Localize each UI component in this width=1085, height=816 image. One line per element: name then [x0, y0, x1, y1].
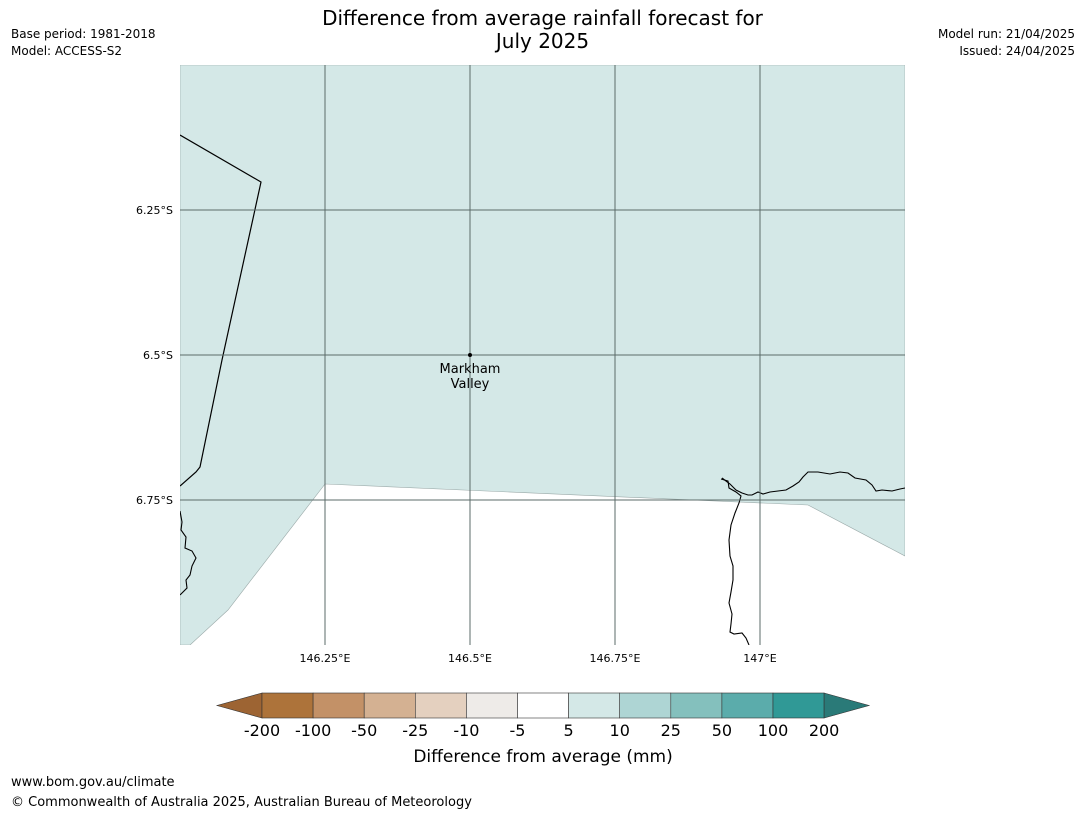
colorbar-swatch: [517, 692, 569, 719]
colorbar-tick-label: 50: [712, 721, 732, 740]
colorbar-title: Difference from average (mm): [413, 747, 672, 767]
footer-copyright: © Commonwealth of Australia 2025, Austra…: [11, 795, 472, 810]
metadata-left: Base period: 1981-2018 Model: ACCESS-S2: [11, 26, 156, 60]
coastline-west: [180, 510, 197, 596]
metadata-right: Model run: 21/04/2025 Issued: 24/04/2025: [938, 26, 1075, 60]
colorbar-tick-label: 25: [661, 721, 681, 740]
title-line-1: Difference from average rainfall forecas…: [322, 6, 763, 30]
model-name-text: Model: ACCESS-S2: [11, 44, 123, 58]
colorbar-swatch: [312, 692, 365, 719]
place-name-line-1: Markham: [440, 362, 501, 377]
issued-date-text: Issued: 24/04/2025: [959, 44, 1075, 58]
coastline-east: [721, 471, 905, 496]
colorbar-swatch: [670, 692, 723, 719]
colorbar-under-arrow: [215, 692, 263, 719]
colorbar-over-arrow: [823, 692, 871, 719]
colorbar-tick-label: 100: [758, 721, 789, 740]
colorbar: -200 -100 -50 -25 -10 -5 5 10 25 50 100 200 Differen…: [215, 692, 871, 767]
colorbar-swatch: [721, 692, 774, 719]
colorbar-tick-label: -200: [244, 721, 280, 740]
map-title: Difference from average rainfall forecas…: [0, 7, 1085, 53]
map-panel: [180, 65, 905, 645]
colorbar-swatch: [261, 692, 314, 719]
colorbar-swatch: [466, 692, 518, 719]
base-period-text: Base period: 1981-2018: [11, 27, 156, 41]
river-line: [720, 478, 750, 645]
longitude-tick-label: 146.75°E: [590, 652, 641, 665]
colorbar-tick-label: 10: [610, 721, 630, 740]
place-name-line-2: Valley: [451, 377, 490, 392]
latitude-tick-label: 6.5°S: [143, 349, 173, 362]
title-line-2: July 2025: [495, 29, 590, 53]
longitude-tick-label: 146.25°E: [300, 652, 351, 665]
latitude-tick-label: 6.25°S: [136, 204, 173, 217]
international-border: [180, 134, 262, 487]
model-run-text: Model run: 21/04/2025: [937, 27, 1075, 41]
latitude-tick-label: 6.75°S: [136, 494, 173, 507]
colorbar-tick-label: 5: [564, 721, 574, 740]
axis-labels: 146.25°E 146.5°E 146.75°E 147°E 6.25°S 6.5°S 6…: [136, 204, 777, 665]
longitude-tick-label: 146.5°E: [448, 652, 492, 665]
colorbar-tick-label: -10: [453, 721, 479, 740]
colorbar-tick-label: -100: [295, 721, 331, 740]
colorbar-tick-label: -25: [402, 721, 428, 740]
colorbar-swatch: [414, 692, 467, 719]
colorbar-tick-label: -5: [510, 721, 526, 740]
colorbar-swatch: [568, 692, 620, 719]
longitude-tick-label: 147°E: [743, 652, 776, 665]
colorbar-swatch: [619, 692, 672, 719]
colorbar-swatch: [772, 692, 825, 719]
colorbar-swatch: [363, 692, 416, 719]
footer-url: www.bom.gov.au/climate: [11, 775, 175, 790]
colorbar-tick-label: -50: [351, 721, 377, 740]
colorbar-tick-label: 200: [809, 721, 840, 740]
place-dot: [468, 353, 472, 357]
